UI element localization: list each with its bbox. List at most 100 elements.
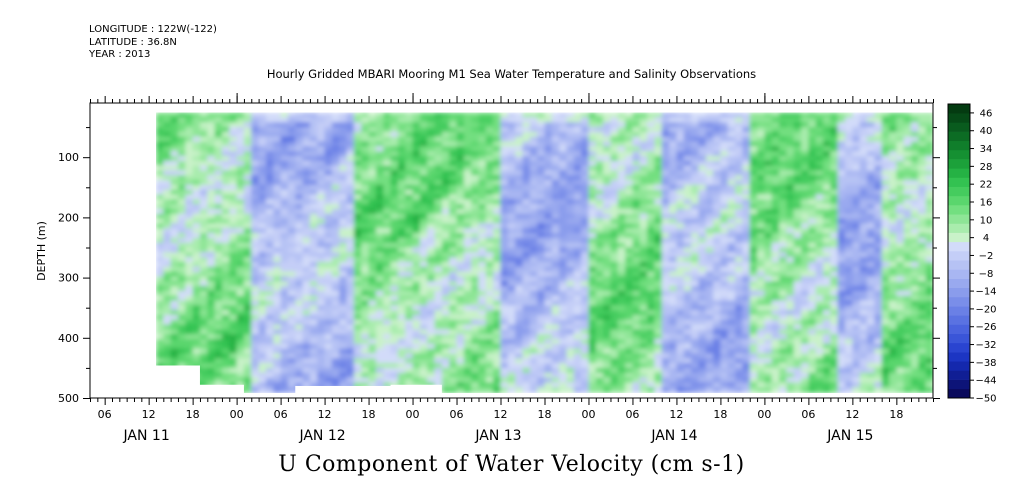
field-cell — [339, 242, 348, 249]
field-cell — [749, 290, 758, 297]
field-cell — [779, 170, 788, 177]
field-cell — [353, 310, 363, 316]
field-cell — [537, 353, 546, 360]
field-cell — [771, 165, 780, 172]
field-cell — [691, 377, 700, 384]
field-cell — [735, 372, 744, 379]
field-cell — [485, 237, 495, 244]
field-cell — [720, 372, 729, 379]
field-cell — [727, 387, 736, 393]
field-cell — [735, 112, 744, 119]
field-cell — [178, 160, 187, 167]
field-cell — [727, 156, 736, 162]
field-cell — [698, 209, 707, 215]
field-cell — [471, 334, 480, 340]
field-cell — [551, 252, 561, 259]
field-cell — [566, 213, 575, 220]
field-cell — [713, 286, 722, 292]
field-cell — [551, 165, 561, 172]
field-cell — [771, 295, 780, 302]
field-cell — [757, 117, 766, 124]
field-cell — [236, 160, 245, 167]
field-cell — [478, 209, 487, 215]
field-cell — [265, 339, 275, 345]
field-cell — [295, 184, 304, 191]
field-cell — [207, 156, 216, 162]
field-cell — [302, 223, 311, 230]
field-cell — [295, 122, 304, 129]
field-cell — [207, 305, 216, 312]
field-cell — [287, 127, 297, 133]
field-cell — [309, 233, 319, 239]
field-cell — [478, 194, 487, 201]
field-cell — [375, 189, 385, 196]
field-cell — [727, 199, 736, 206]
field-cell — [493, 199, 502, 206]
field-cell — [427, 305, 436, 312]
field-cell — [683, 247, 693, 254]
field-cell — [669, 286, 678, 292]
field-cell — [390, 314, 399, 321]
field-cell — [749, 252, 758, 259]
field-cell — [163, 324, 172, 331]
field-cell — [764, 218, 773, 225]
field-cell — [390, 266, 399, 273]
field-cell — [463, 266, 473, 273]
field-cell — [178, 141, 187, 148]
field-cell — [573, 136, 583, 143]
field-cell — [478, 228, 487, 234]
field-cell — [573, 233, 583, 239]
field-cell — [339, 290, 348, 297]
field-cell — [280, 175, 289, 181]
field-cell — [683, 237, 693, 244]
field-cell — [390, 131, 399, 138]
field-cell — [683, 204, 693, 210]
field-cell — [779, 281, 788, 287]
field-cell — [463, 261, 473, 268]
field-cell — [280, 339, 289, 345]
field-cell — [258, 160, 267, 167]
field-cell — [588, 160, 597, 167]
field-cell — [559, 218, 568, 225]
field-cell — [705, 300, 715, 307]
field-cell — [346, 213, 355, 220]
field-cell — [581, 127, 590, 133]
field-cell — [713, 146, 722, 153]
field-cell — [221, 156, 231, 162]
field-cell — [236, 242, 245, 249]
field-cell — [273, 314, 282, 321]
field-cell — [581, 228, 590, 234]
field-cell — [595, 290, 605, 297]
field-cell — [471, 170, 480, 177]
field-cell — [632, 324, 641, 331]
field-cell — [397, 367, 407, 374]
field-cell — [529, 363, 539, 369]
field-cell — [456, 194, 465, 201]
field-cell — [258, 252, 267, 259]
field-cell — [691, 117, 700, 124]
field-cell — [412, 189, 421, 196]
field-cell — [713, 324, 722, 331]
field-cell — [178, 194, 187, 201]
field-cell — [207, 363, 216, 369]
field-cell — [683, 286, 693, 292]
field-cell — [617, 160, 627, 167]
field-cell — [764, 204, 773, 210]
field-cell — [771, 358, 780, 365]
field-cell — [178, 290, 187, 297]
field-cell — [764, 223, 773, 230]
field-cell — [243, 300, 253, 307]
field-cell — [471, 184, 480, 191]
field-cell — [471, 257, 480, 263]
field-cell — [185, 242, 194, 249]
field-cell — [735, 266, 744, 273]
field-cell — [522, 324, 531, 331]
field-cell — [639, 209, 649, 215]
field-cell — [361, 151, 370, 157]
field-cell — [632, 170, 641, 177]
field-cell — [251, 213, 260, 220]
field-cell — [544, 387, 553, 393]
field-cell — [559, 358, 568, 365]
field-cell — [178, 276, 187, 283]
field-cell — [339, 189, 348, 196]
